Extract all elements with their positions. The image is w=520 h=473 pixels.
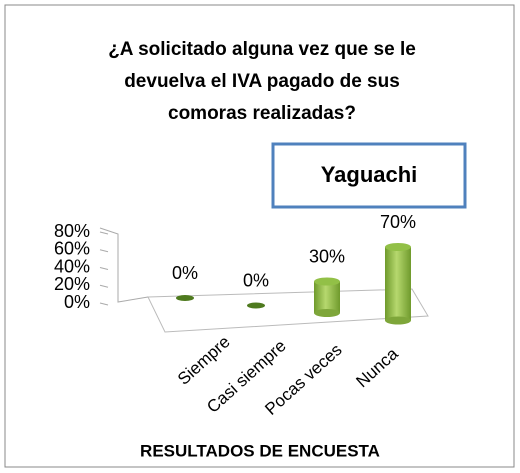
wall-edge [99, 227, 149, 303]
bar-top [385, 243, 411, 251]
x-axis-title: RESULTADOS DE ENCUESTA [140, 441, 380, 460]
bar [314, 281, 340, 313]
legend-box [271, 142, 467, 209]
chart-title: devuelva el IVA pagado de sus [124, 71, 400, 92]
y-tick-label: 80% [54, 221, 90, 241]
tick-mark [99, 302, 109, 306]
tick-mark [99, 284, 109, 288]
value-label: 0% [172, 263, 198, 283]
tick-mark [99, 249, 109, 253]
chart-title: ¿A solicitado alguna vez que se le [108, 39, 416, 60]
bar-bottom [314, 309, 340, 317]
bar-top [314, 277, 340, 286]
value-label: 0% [243, 270, 269, 290]
y-tick-label: 0% [64, 292, 90, 312]
legend-text: Yaguachi [321, 162, 418, 187]
y-tick-label: 40% [54, 256, 90, 276]
value-label: 30% [309, 246, 345, 266]
chart-border [4, 4, 515, 468]
tick-mark [99, 267, 109, 270]
chart-title: comoras realizadas? [168, 103, 356, 124]
y-tick-label: 60% [54, 239, 90, 259]
bar-top [247, 302, 265, 309]
value-label: 70% [380, 212, 416, 232]
tick-mark [99, 231, 109, 235]
bar-bottom [385, 316, 411, 325]
y-tick-label: 20% [54, 274, 90, 294]
bar [385, 247, 411, 321]
bar-top [176, 295, 194, 301]
